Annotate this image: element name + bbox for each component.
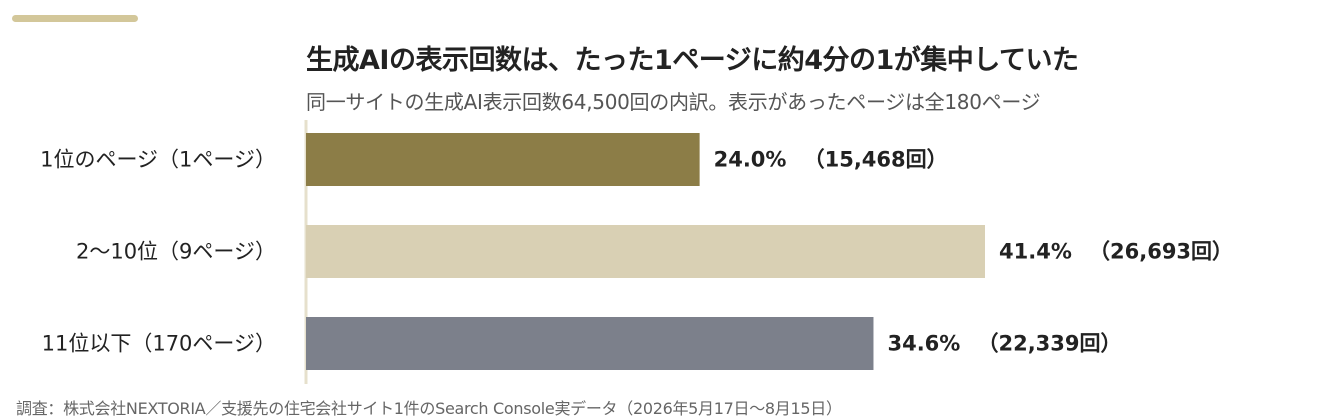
value-label-1: 24.0% [714, 148, 787, 172]
count-label-3: （22,339回） [977, 332, 1121, 356]
count-label-2: （26,693回） [1089, 240, 1233, 264]
value-label-3: 34.6% [887, 332, 960, 356]
bar-2 [306, 225, 985, 278]
value-label-2: 41.4% [999, 240, 1072, 264]
count-label-1: （15,468回） [804, 148, 948, 172]
chart-subtitle: 同一サイトの生成AI表示回数64,500回の内訳。表示があったページは全180ペ… [306, 90, 1041, 114]
category-label-2: 2〜10位（9ページ） [76, 240, 276, 264]
source-note: 調査：株式会社NEXTORIA／支援先の住宅会社サイト1件のSearch Con… [16, 399, 842, 418]
bar-1 [306, 133, 700, 186]
category-label-1: 1位のページ（1ページ） [40, 148, 276, 172]
category-label-3: 11位以下（170ページ） [42, 332, 276, 356]
header-accent-bar [12, 15, 138, 22]
bar-3 [306, 317, 874, 370]
chart-title: 生成AIの表示回数は、たった1ページに約4分の1が集中していた [306, 45, 1079, 76]
